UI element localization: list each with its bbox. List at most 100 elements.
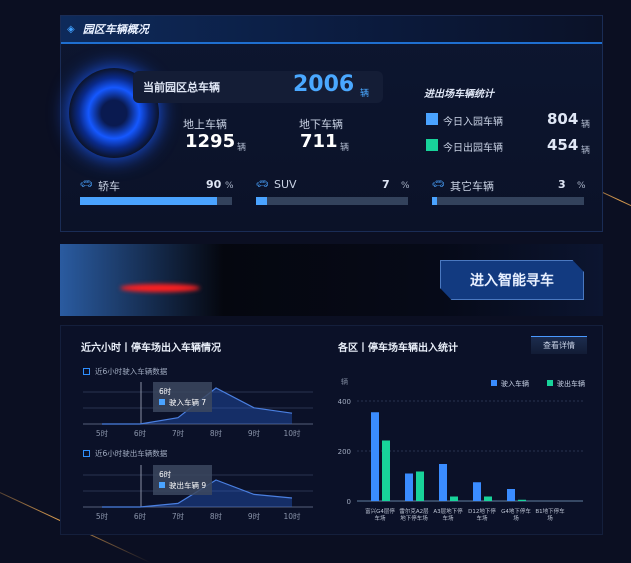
total-label: 当前园区总车辆 (143, 81, 220, 94)
panel-header: ◈ 园区车辆概况 (61, 16, 602, 44)
bar (473, 482, 481, 501)
bar (416, 471, 424, 501)
y-tick-label: 400 (338, 398, 351, 406)
smart-search-button[interactable]: 进入智能寻车 (440, 260, 584, 300)
type-value: 90 (206, 178, 222, 191)
x-tick-label: 8时 (210, 428, 223, 438)
type-label: 其它车辆 (450, 180, 494, 193)
x-tick-label: 5时 (96, 511, 109, 521)
car-icon: 🚗︎ (432, 179, 445, 190)
x-tick-label: B1地下停车 (535, 507, 565, 515)
x-tick-label: 6时 (134, 428, 147, 438)
out-tooltip: 6时 驶出车辆 9 (153, 465, 213, 495)
type-label: 轿车 (98, 180, 120, 193)
bar (484, 496, 492, 501)
x-tick-label: 9时 (248, 511, 261, 521)
x-tick-label-cont: 场 (513, 514, 519, 522)
type-progress-bar (256, 197, 408, 205)
ground-unit: 辆 (237, 143, 247, 153)
out-unit: 辆 (581, 146, 591, 156)
in-chart-title-text: 近6小时驶入车辆数据 (95, 367, 168, 376)
x-tick-label: 雷尔克A2层 (399, 507, 429, 515)
bar (450, 496, 458, 501)
zones-title: 各区丨停车场车辆出入统计 (338, 343, 458, 354)
x-tick-label: 6时 (134, 511, 147, 521)
vehicle-overview-panel: ◈ 园区车辆概况 当前园区总车辆 2006 辆 地上车辆 1295 辆 地下车辆… (60, 15, 603, 232)
tooltip-hour: 6时 (159, 387, 172, 396)
total-value: 2006 (293, 72, 355, 97)
in-label: 今日入园车辆 (443, 117, 503, 128)
tooltip-label: 驶出车辆 (169, 481, 199, 490)
bar (507, 489, 515, 501)
panel-title: 园区车辆概况 (82, 23, 149, 36)
in-icon (426, 113, 438, 125)
bar (371, 412, 379, 501)
bar (405, 473, 413, 501)
view-details-button[interactable]: 查看详情 (531, 336, 587, 354)
inout-title: 进出场车辆统计 (424, 89, 494, 100)
total-box (133, 71, 383, 103)
x-tick-label: 8时 (210, 511, 223, 521)
type-progress-bar (432, 197, 584, 205)
x-tick-label-cont: 车场 (442, 514, 454, 522)
in-unit: 辆 (581, 120, 591, 130)
type-progress-fill (432, 197, 437, 205)
x-tick-label: 7时 (172, 428, 185, 438)
in-chart-title: 近6小时驶入车辆数据 (83, 366, 167, 377)
bar (382, 440, 390, 501)
in-tooltip: 6时驶入车辆 7 (153, 382, 213, 412)
out-value: 454 (547, 136, 579, 154)
taillight (120, 284, 200, 292)
out-chart-title-text: 近6小时驶出车辆数据 (95, 449, 168, 458)
x-tick-label-cont: 车场 (374, 514, 386, 522)
in-value: 804 (547, 110, 579, 128)
x-tick-label-cont: 地下停车场 (400, 514, 428, 522)
total-unit: 辆 (360, 89, 370, 99)
x-tick-label: G4地下停车 (501, 507, 531, 515)
x-tick-label: A3层地下停 (433, 507, 463, 515)
legend-swatch (547, 380, 553, 386)
out-icon (426, 139, 438, 151)
smart-search-banner: 进入智能寻车 (60, 244, 603, 316)
x-tick-label: 富兴G4层停 (365, 507, 395, 515)
type-label: SUV (274, 178, 297, 191)
ground-value: 1295 (185, 131, 236, 152)
pct-unit: % (401, 181, 410, 191)
out-chart-title: 近6小时驶出车辆数据 (83, 448, 167, 459)
y-tick-label: 0 (347, 498, 351, 506)
x-tick-label: 10时 (283, 511, 301, 521)
ground-label: 地上车辆 (183, 118, 227, 131)
y-axis-unit: 辆 (341, 377, 348, 386)
square-icon (83, 368, 90, 375)
x-tick-label-cont: 场 (547, 514, 553, 522)
legend-label: 驶入车辆 (501, 379, 529, 388)
car-icon: 🚗︎ (80, 179, 93, 190)
hours-charts: 5时 6时 7时 8时 9时 10时 5时 6时 7时 8时 9时 10时 (83, 382, 313, 521)
underground-unit: 辆 (340, 143, 350, 153)
car-icon: 🚗︎ (256, 179, 269, 190)
type-value: 3 (558, 178, 566, 191)
type-progress-bar (80, 197, 232, 205)
arrow-icon: ◈ (67, 23, 75, 35)
x-tick-label: 7时 (172, 511, 185, 521)
underground-value: 711 (300, 131, 338, 152)
x-tick-label: 5时 (96, 428, 109, 438)
bar (518, 499, 526, 501)
bar (439, 464, 447, 501)
y-tick-label: 200 (338, 448, 351, 456)
x-tick-label: 9时 (248, 428, 261, 438)
pct-unit: % (225, 181, 234, 191)
type-value: 7 (382, 178, 390, 191)
x-tick-label: 10时 (283, 428, 301, 438)
type-progress-fill (256, 197, 267, 205)
out-label: 今日出园车辆 (443, 143, 503, 154)
type-progress-fill (80, 197, 217, 205)
pct-unit: % (577, 181, 586, 191)
stats-panel: 近六小时丨停车场出入车辆情况 近6小时驶入车辆数据 近6小时驶出车辆数据 5时 6… (60, 325, 603, 535)
tooltip-value: 7 (201, 398, 207, 407)
square-icon (83, 450, 90, 457)
tooltip-label: 驶入车辆 (169, 398, 199, 407)
x-tick-label: D12地下停 (468, 507, 496, 515)
hours-title: 近六小时丨停车场出入车辆情况 (81, 343, 221, 354)
